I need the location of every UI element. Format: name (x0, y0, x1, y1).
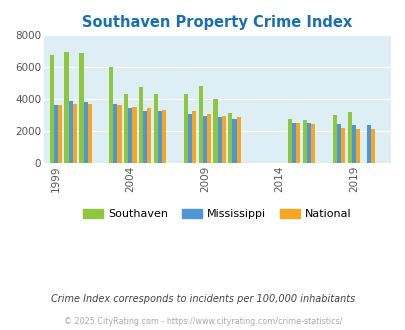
Bar (236, 116, 240, 163)
Bar (53, 106, 58, 163)
Bar (347, 112, 351, 163)
Bar (366, 125, 370, 163)
Bar (296, 123, 300, 163)
Bar (139, 87, 143, 163)
Bar (370, 129, 374, 163)
Bar (198, 86, 202, 163)
Bar (147, 108, 151, 163)
Bar (207, 114, 211, 163)
Bar (202, 116, 207, 163)
Bar (213, 99, 217, 163)
Bar (132, 107, 136, 163)
Bar (87, 104, 92, 163)
Bar (336, 124, 340, 163)
Bar (332, 115, 336, 163)
Bar (183, 93, 188, 163)
Bar (340, 128, 344, 163)
Bar (117, 105, 121, 163)
Bar (355, 129, 359, 163)
Bar (128, 108, 132, 163)
Text: © 2025 CityRating.com - https://www.cityrating.com/crime-statistics/: © 2025 CityRating.com - https://www.city… (64, 317, 341, 326)
Legend: Southaven, Mississippi, National: Southaven, Mississippi, National (78, 204, 356, 223)
Bar (306, 122, 310, 163)
Bar (143, 111, 147, 163)
Bar (153, 93, 158, 163)
Bar (351, 125, 355, 163)
Bar (302, 119, 306, 163)
Bar (113, 104, 117, 163)
Bar (188, 114, 192, 163)
Bar (310, 124, 315, 163)
Bar (287, 118, 291, 163)
Bar (217, 116, 221, 163)
Bar (109, 67, 113, 163)
Bar (192, 111, 196, 163)
Bar (64, 52, 68, 163)
Bar (158, 111, 162, 163)
Text: Crime Index corresponds to incidents per 100,000 inhabitants: Crime Index corresponds to incidents per… (51, 294, 354, 304)
Bar (221, 116, 226, 163)
Bar (162, 110, 166, 163)
Title: Southaven Property Crime Index: Southaven Property Crime Index (82, 15, 352, 30)
Bar (79, 53, 83, 163)
Bar (291, 122, 296, 163)
Bar (228, 114, 232, 163)
Bar (68, 101, 72, 163)
Bar (49, 55, 53, 163)
Bar (232, 118, 236, 163)
Bar (124, 93, 128, 163)
Bar (72, 104, 77, 163)
Bar (83, 102, 87, 163)
Bar (58, 105, 62, 163)
